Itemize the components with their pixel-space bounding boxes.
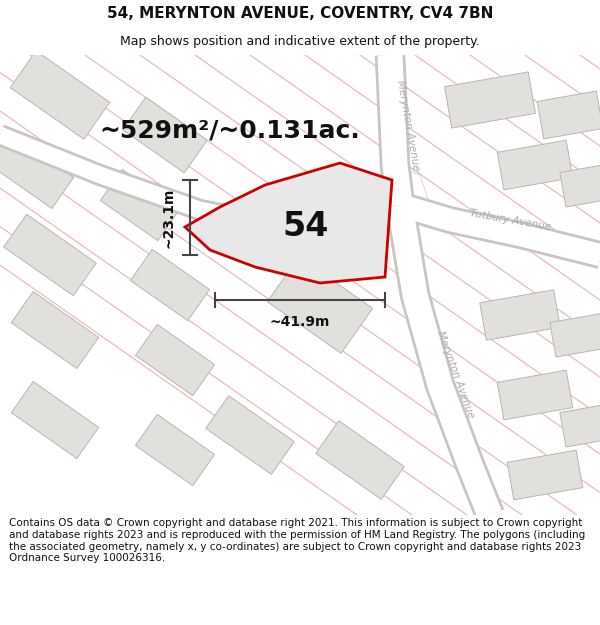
Polygon shape xyxy=(550,313,600,357)
Polygon shape xyxy=(100,169,179,241)
Polygon shape xyxy=(268,257,373,353)
Text: Tutbury Avenue: Tutbury Avenue xyxy=(469,208,551,232)
Polygon shape xyxy=(316,421,404,499)
Polygon shape xyxy=(497,370,573,420)
Polygon shape xyxy=(136,414,215,486)
Polygon shape xyxy=(560,163,600,207)
Text: ~23.1m: ~23.1m xyxy=(161,188,175,248)
Polygon shape xyxy=(10,51,110,139)
Polygon shape xyxy=(130,249,209,321)
Polygon shape xyxy=(480,290,560,340)
Text: Merynton Avenue: Merynton Avenue xyxy=(434,330,475,420)
Text: 54: 54 xyxy=(283,210,329,243)
Polygon shape xyxy=(123,97,207,173)
Polygon shape xyxy=(11,381,98,459)
Text: ~529m²/~0.131ac.: ~529m²/~0.131ac. xyxy=(100,118,361,142)
Text: Map shows position and indicative extent of the property.: Map shows position and indicative extent… xyxy=(120,35,480,48)
Polygon shape xyxy=(370,165,430,235)
Polygon shape xyxy=(537,91,600,139)
Polygon shape xyxy=(185,163,392,283)
Polygon shape xyxy=(11,291,98,369)
Polygon shape xyxy=(560,403,600,447)
Text: Contains OS data © Crown copyright and database right 2021. This information is : Contains OS data © Crown copyright and d… xyxy=(9,518,585,563)
Polygon shape xyxy=(4,214,96,296)
Text: 54, MERYNTON AVENUE, COVENTRY, CV4 7BN: 54, MERYNTON AVENUE, COVENTRY, CV4 7BN xyxy=(107,6,493,21)
Text: ~41.9m: ~41.9m xyxy=(270,315,330,329)
Polygon shape xyxy=(206,396,294,474)
Polygon shape xyxy=(497,140,573,190)
Text: Merynton Avenue: Merynton Avenue xyxy=(395,79,421,171)
Polygon shape xyxy=(136,324,215,396)
Polygon shape xyxy=(0,131,74,209)
Polygon shape xyxy=(445,72,536,128)
Polygon shape xyxy=(507,450,583,500)
